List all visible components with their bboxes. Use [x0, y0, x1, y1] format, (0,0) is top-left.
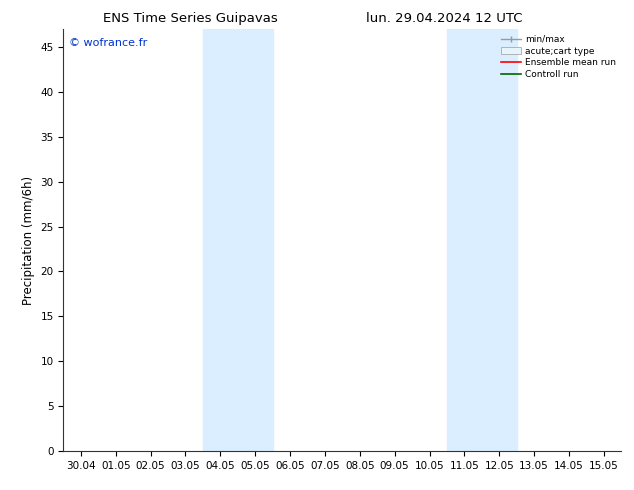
Bar	[203, 29, 273, 451]
Text: lun. 29.04.2024 12 UTC: lun. 29.04.2024 12 UTC	[366, 12, 522, 25]
Text: © wofrance.fr: © wofrance.fr	[69, 38, 147, 48]
Y-axis label: Precipitation (mm/6h): Precipitation (mm/6h)	[22, 175, 35, 305]
Bar	[447, 29, 517, 451]
Text: ENS Time Series Guipavas: ENS Time Series Guipavas	[103, 12, 278, 25]
Legend: min/max, acute;cart type, Ensemble mean run, Controll run: min/max, acute;cart type, Ensemble mean …	[498, 31, 619, 82]
